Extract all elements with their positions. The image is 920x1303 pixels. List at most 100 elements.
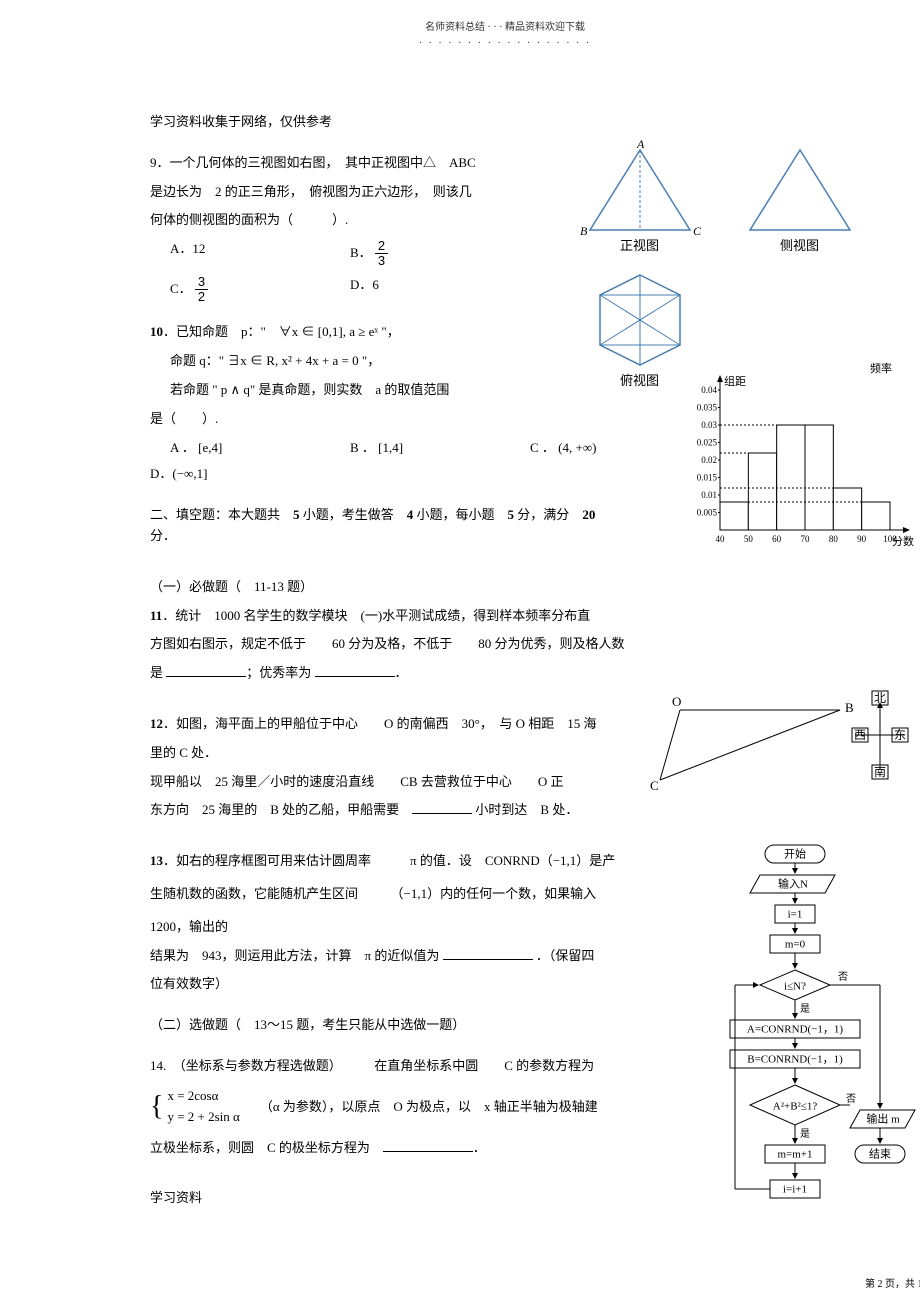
- svg-text:东: 东: [894, 728, 906, 742]
- svg-text:B: B: [845, 700, 854, 715]
- svg-text:是: 是: [800, 1128, 810, 1140]
- svg-text:B: B: [580, 224, 588, 238]
- svg-text:i=i+1: i=i+1: [783, 1184, 807, 1196]
- q9-optB: B． 23: [350, 239, 530, 269]
- question-11: 11．统计 1000 名学生的数学模块 (一)水平测试成绩，得到样本频率分布直 …: [150, 606, 860, 684]
- part1-title: （一）必做题（ 11-13 题）: [150, 577, 860, 598]
- s2-t1: 二、填空题：本大题共: [150, 507, 293, 522]
- q13-stem1: ．如右的程序框图可用来估计圆周率 π 的值．设 CONRND（−1,1）是产: [163, 853, 615, 868]
- svg-text:否: 否: [846, 1093, 856, 1105]
- q11-blank2: [315, 663, 395, 677]
- q9-optC-den: 2: [195, 290, 208, 304]
- q11-stem3: 是: [150, 665, 166, 680]
- svg-text:A=CONRND(−1，1): A=CONRND(−1，1): [747, 1024, 843, 1036]
- svg-text:0.005: 0.005: [697, 508, 718, 518]
- svg-text:80: 80: [829, 534, 839, 544]
- q11-stem4: ；优秀率为: [246, 665, 314, 680]
- svg-text:开始: 开始: [784, 847, 806, 861]
- svg-text:40: 40: [716, 534, 726, 544]
- svg-text:0.04: 0.04: [701, 385, 717, 395]
- q9-optC-label: C．: [170, 281, 192, 296]
- svg-text:90: 90: [857, 534, 867, 544]
- svg-text:组距: 组距: [724, 374, 746, 388]
- svg-text:南: 南: [874, 764, 886, 779]
- q11-stem5: ．: [395, 665, 408, 680]
- q9-optC-num: 3: [195, 275, 208, 290]
- q12-stem1: ．如图，海平面上的甲船位于中心 O 的南偏西 30°， 与 O 相距 15 海: [163, 716, 596, 731]
- svg-text:结束: 结束: [869, 1148, 891, 1161]
- s2-t5: 小题，每小题: [413, 507, 507, 522]
- q10-label: 10: [150, 324, 163, 339]
- svg-text:m=m+1: m=m+1: [777, 1149, 812, 1161]
- q14-eq1: x = 2cosα: [167, 1086, 239, 1107]
- svg-text:B=CONRND(−1，1): B=CONRND(−1，1): [747, 1054, 843, 1066]
- svg-text:0.03: 0.03: [701, 420, 717, 430]
- figure-ship: O B C 北 南 东 西: [650, 690, 920, 817]
- svg-text:C: C: [693, 224, 702, 238]
- q10-optC: C ． (4, +∞): [530, 438, 650, 459]
- svg-text:A: A: [636, 140, 645, 151]
- q13-blank: [443, 946, 533, 960]
- top-note: 学习资料收集于网络，仅供参考: [150, 112, 860, 133]
- histogram-svg: 频率 组距 分数 0.0050.010.0150.020.0250.030.03…: [680, 360, 920, 560]
- svg-text:A²+B²≤1?: A²+B²≤1?: [773, 1101, 818, 1113]
- q9-optA: A．12: [170, 239, 350, 269]
- q9-optB-num: 2: [375, 239, 388, 254]
- q12-stem4: 东方向 25 海里的 B 处的乙船，甲船需要: [150, 802, 412, 817]
- brace-icon: {: [150, 1085, 163, 1130]
- svg-text:否: 否: [838, 971, 848, 983]
- q12-stem5: 小时到达 B 处．: [472, 802, 578, 817]
- q14-blank: [383, 1138, 473, 1152]
- footer-right: 第 2 页，共 10 页: [865, 1277, 920, 1293]
- q13-label: 13: [150, 853, 163, 868]
- svg-text:70: 70: [801, 534, 811, 544]
- svg-text:侧视图: 侧视图: [780, 238, 819, 253]
- svg-text:是: 是: [800, 1003, 810, 1015]
- svg-text:100: 100: [883, 534, 897, 544]
- q14-stem3: 立极坐标系，则圆 C 的极坐标方程为: [150, 1140, 383, 1155]
- q12-blank: [412, 800, 472, 814]
- q10-optB: B ． [1,4]: [350, 438, 530, 459]
- s2-t9: 分．: [150, 528, 176, 543]
- figure-histogram: 频率 组距 分数 0.0050.010.0150.020.0250.030.03…: [680, 360, 920, 567]
- svg-text:0.025: 0.025: [697, 438, 718, 448]
- ship-svg: O B C 北 南 东 西: [650, 690, 920, 810]
- header-dots: · · · · · · · · · · · · · · · · · ·: [150, 36, 860, 52]
- svg-text:C: C: [650, 778, 659, 793]
- flowchart-svg: 开始 输入N i=1 m=0 i≤N? 否 是 A=CONRND(−1，1) B…: [720, 840, 920, 1270]
- q9-optC: C． 32: [170, 275, 350, 305]
- header-title: 名师资料总结 · · · 精品资料欢迎下载: [150, 20, 860, 36]
- q11-label: 11: [150, 608, 162, 623]
- q13-stem4: 结果为 943，则运用此方法，计算 π 的近似值为: [150, 948, 443, 963]
- svg-text:0.015: 0.015: [697, 473, 718, 483]
- svg-text:60: 60: [772, 534, 782, 544]
- q11-blank1: [166, 663, 246, 677]
- q13-stem5: ．（保留四: [533, 948, 595, 963]
- svg-text:频率: 频率: [870, 361, 892, 375]
- svg-text:0.035: 0.035: [697, 403, 718, 413]
- svg-text:0.01: 0.01: [701, 490, 717, 500]
- q11-stem1: ．统计 1000 名学生的数学模块 (一)水平测试成绩，得到样本频率分布直: [162, 608, 590, 623]
- svg-text:O: O: [672, 694, 681, 709]
- q9-optB-label: B．: [350, 245, 372, 260]
- q14-stem4: ．: [473, 1140, 486, 1155]
- svg-text:西: 西: [854, 728, 866, 742]
- s2-t3: 小题，考生做答: [300, 507, 407, 522]
- q11-stem2: 方图如右图示，规定不低于 60 分为及格，不低于 80 分为优秀，则及格人数: [150, 634, 860, 655]
- q10-stem1: ．已知命题 p：" ∀x ∈ [0,1], a ≥ eˣ "，: [163, 324, 400, 339]
- svg-text:m=0: m=0: [785, 939, 806, 951]
- q9-optD: D．6: [350, 275, 530, 305]
- svg-text:0.02: 0.02: [701, 455, 717, 465]
- svg-text:i=1: i=1: [788, 909, 803, 921]
- s2-t7: 分，满分: [514, 507, 582, 522]
- svg-text:输出 m: 输出 m: [866, 1112, 900, 1126]
- figure-flowchart: 开始 输入N i=1 m=0 i≤N? 否 是 A=CONRND(−1，1) B…: [720, 840, 920, 1277]
- q9-optB-den: 3: [375, 254, 388, 268]
- svg-text:北: 北: [874, 691, 886, 705]
- svg-text:50: 50: [744, 534, 754, 544]
- svg-text:i≤N?: i≤N?: [784, 981, 806, 993]
- q10-optA: A ． [e,4]: [170, 438, 350, 459]
- q14-eq2: y = 2 + 2sin α: [167, 1107, 239, 1128]
- q12-label: 12: [150, 716, 163, 731]
- svg-text:输入N: 输入N: [778, 877, 808, 891]
